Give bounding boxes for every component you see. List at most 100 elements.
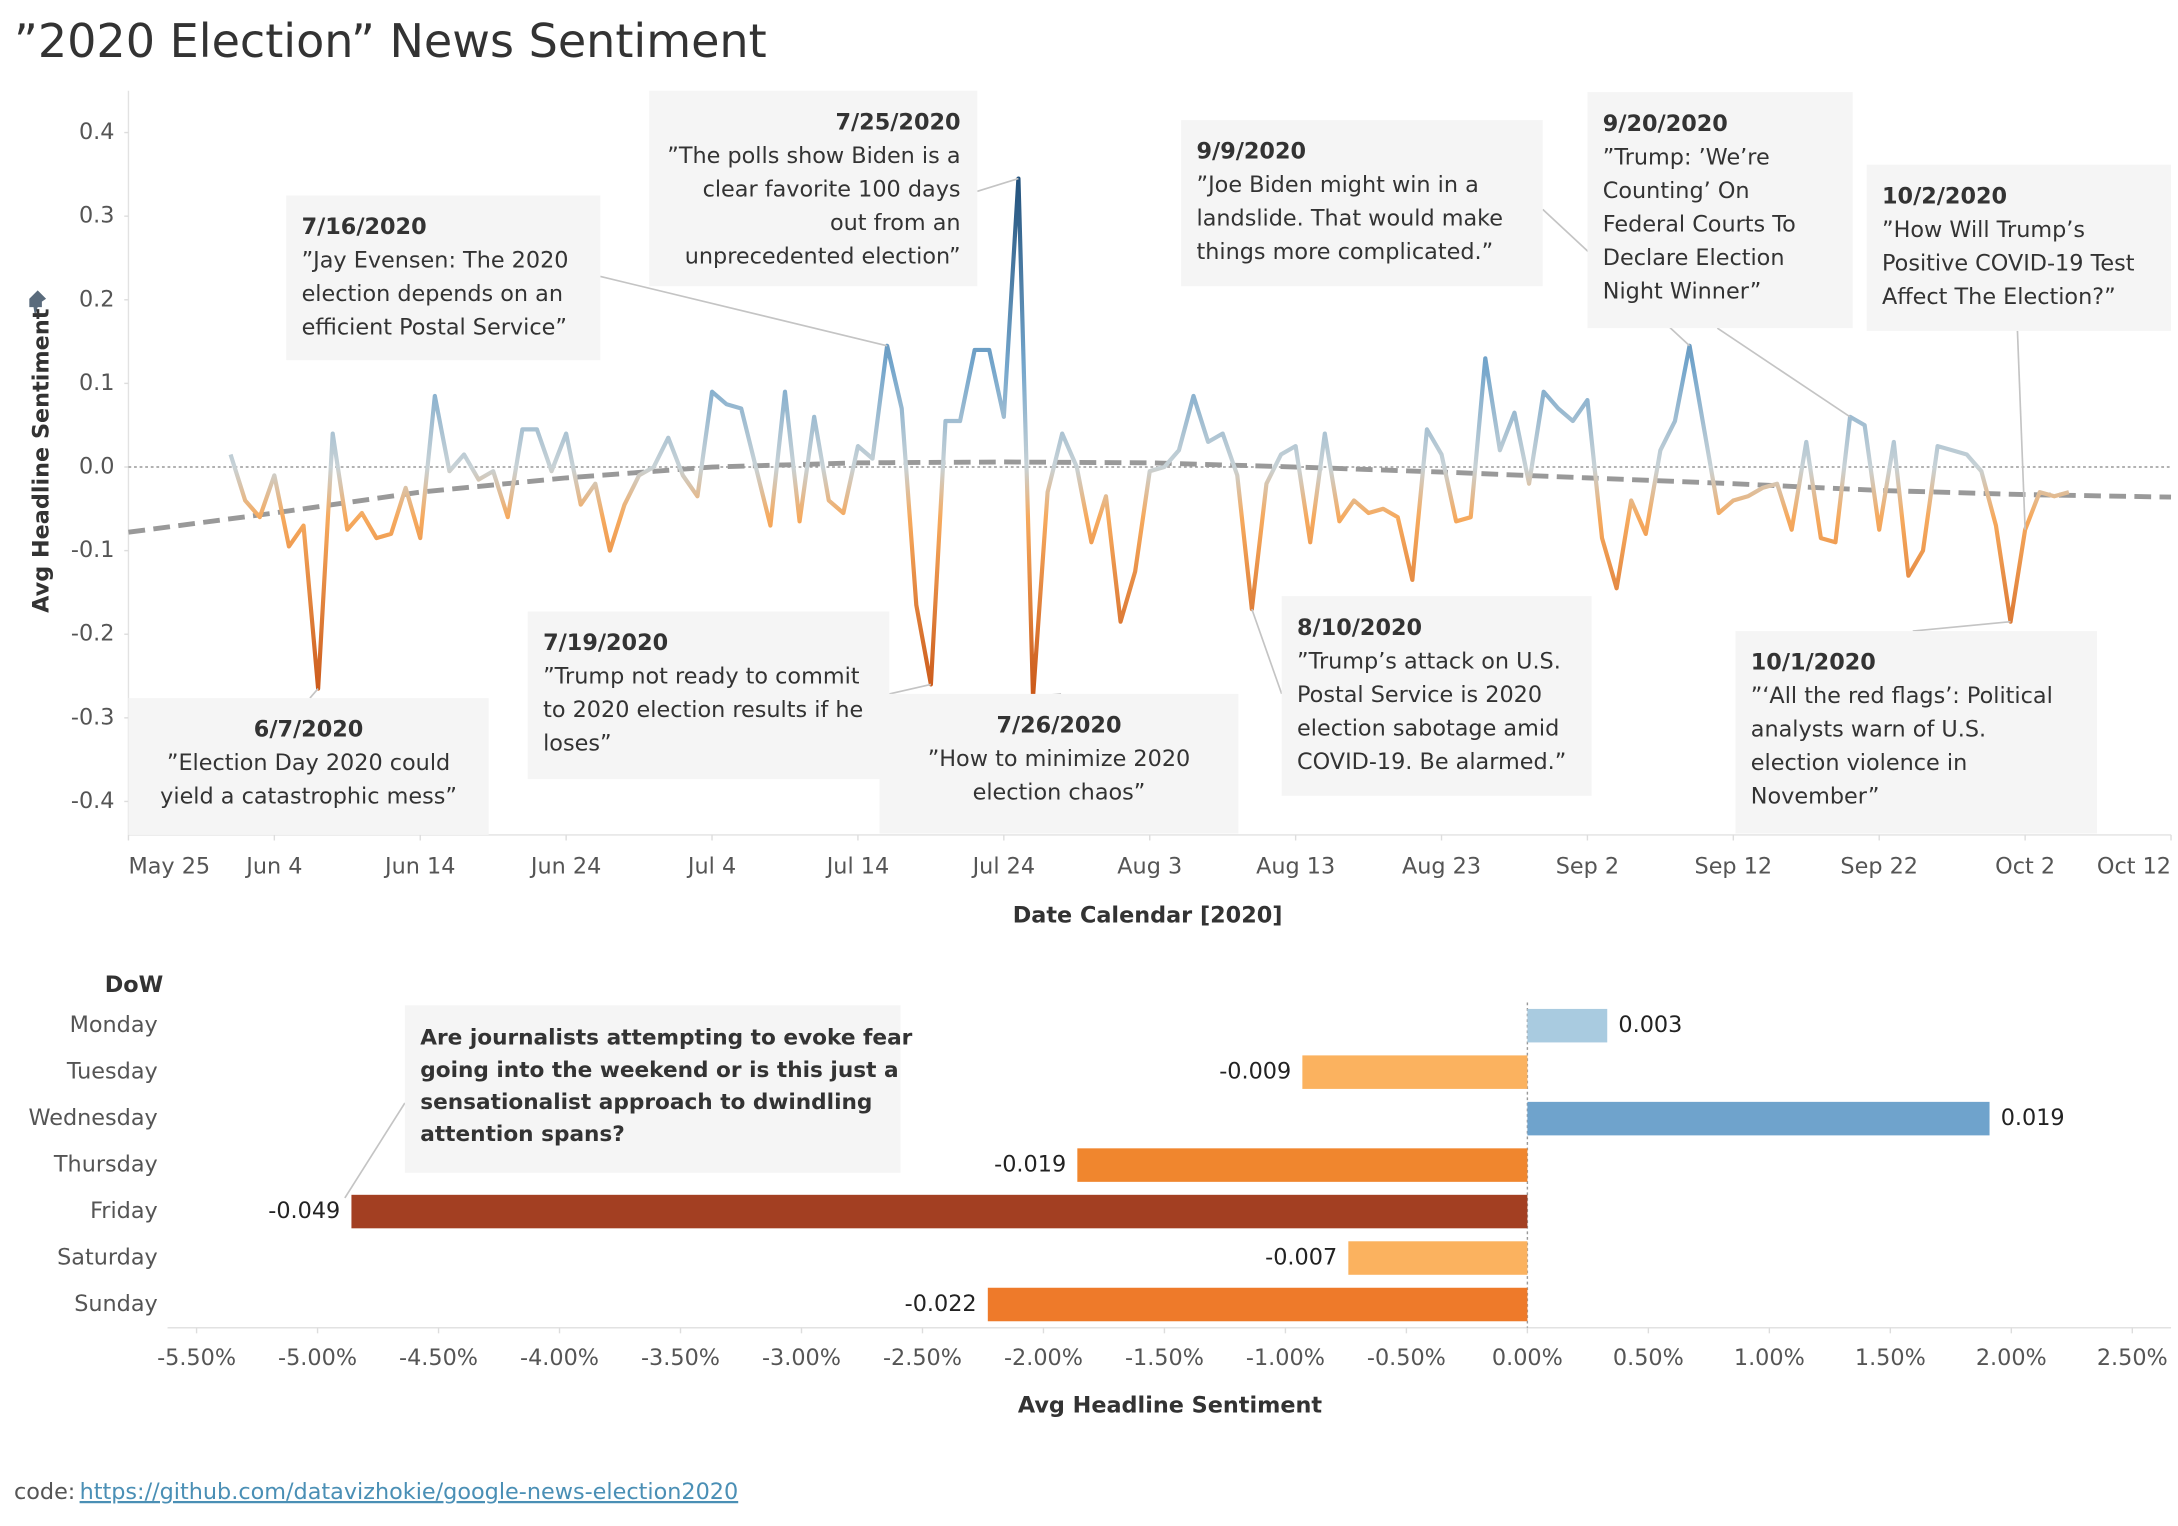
bar [987, 1287, 1528, 1322]
x-tick-label: Jun 4 [244, 854, 302, 880]
x-tick-label: Aug 13 [1256, 854, 1335, 880]
annotation-text: election depends on an [302, 281, 563, 307]
annotation-box [879, 693, 1239, 834]
annotation-text: election chaos” [973, 780, 1146, 806]
annotation-connector [309, 688, 319, 699]
x-tick-label: -2.50% [883, 1345, 962, 1371]
annotation-text: ”How Will Trump’s [1882, 217, 2085, 243]
value-label: -0.019 [994, 1152, 1066, 1178]
footer-link[interactable]: https://github.com/datavizhokie/google-n… [80, 1479, 739, 1505]
annotation-connector [2016, 330, 2026, 530]
y-tick-label: 0.1 [79, 370, 115, 396]
category-label: Sunday [74, 1291, 158, 1317]
annotation-date: 7/19/2020 [543, 630, 668, 656]
annotation-connector [1251, 608, 1283, 695]
y-tick-label: -0.2 [71, 621, 115, 647]
annotation-box [1587, 92, 1853, 329]
annotation-text: election violence in [1751, 750, 1967, 776]
y-tick-label: -0.3 [71, 704, 115, 730]
annotation-date: 10/1/2020 [1751, 650, 1876, 676]
bar [1527, 1101, 1990, 1136]
annotation-date: 7/25/2020 [835, 109, 960, 135]
annotation-text: attention spans? [420, 1122, 625, 1147]
x-tick-label: -5.50% [157, 1345, 236, 1371]
x-tick-label: Aug 23 [1402, 854, 1481, 880]
annotation-text: Are journalists attempting to evoke fear [420, 1026, 912, 1051]
annotation-text: Federal Courts To [1603, 211, 1796, 237]
annotation-text: November” [1751, 784, 1880, 810]
value-label: 0.019 [2001, 1105, 2065, 1131]
annotation-date: 10/2/2020 [1882, 183, 2007, 209]
y-tick-label: -0.4 [71, 788, 115, 814]
annotation-connector [600, 275, 888, 347]
annotation-text: out from an [830, 210, 961, 236]
x-tick-label: Jul 4 [686, 854, 736, 880]
annotation-box [404, 1005, 901, 1173]
annotation-text: landslide. That would make [1197, 206, 1504, 232]
x-tick-label: -4.00% [520, 1345, 599, 1371]
annotation-connector [889, 683, 932, 695]
annotation-date: 8/10/2020 [1297, 615, 1422, 641]
category-label: Wednesday [28, 1105, 157, 1131]
y-tick-label: 0.0 [79, 454, 115, 480]
x-tick-label: Jun 14 [383, 854, 455, 880]
annotation-text: going into the weekend or is this just a [420, 1058, 898, 1083]
category-header: DoW [105, 972, 164, 998]
x-tick-label: Oct 2 [1995, 854, 2055, 880]
y-axis-title: Avg Headline Sentiment [28, 308, 54, 613]
annotation-text: election sabotage amid [1297, 715, 1559, 741]
annotation-text: Night Winner” [1603, 278, 1762, 304]
value-label: -0.049 [268, 1198, 340, 1224]
x-tick-label: Oct 12 [2097, 854, 2171, 880]
annotation-text: COVID-19. Be alarmed.” [1297, 749, 1566, 775]
annotation-date: 7/16/2020 [302, 214, 427, 240]
annotation-text: ”Jay Evensen: The 2020 [302, 248, 569, 274]
annotation-text: sensationalist approach to dwindling [420, 1090, 872, 1115]
annotation-text: Postal Service is 2020 [1297, 682, 1542, 708]
annotation-date: 6/7/2020 [254, 717, 364, 743]
bar [351, 1194, 1528, 1229]
x-tick-label: -3.50% [641, 1345, 720, 1371]
bar [1077, 1148, 1528, 1182]
annotation-text: ”How to minimize 2020 [928, 746, 1191, 772]
category-label: Monday [70, 1012, 158, 1038]
footer-label: code: [14, 1479, 75, 1505]
annotation-text: things more complicated.” [1197, 239, 1494, 265]
category-label: Thursday [53, 1152, 158, 1178]
category-label: Tuesday [66, 1059, 158, 1085]
bar [1527, 1008, 1608, 1043]
annotation-box [649, 90, 978, 287]
x-tick-label: -1.00% [1246, 1345, 1325, 1371]
annotation-box [527, 611, 890, 780]
x-tick-label: Sep 2 [1556, 854, 1619, 880]
x-tick-label: Jul 24 [971, 854, 1035, 880]
annotation-text: loses” [543, 731, 611, 757]
value-label: -0.022 [905, 1291, 977, 1317]
value-label: -0.007 [1265, 1245, 1337, 1271]
bar [1348, 1241, 1528, 1275]
annotation-box [1281, 596, 1592, 796]
annotation-text: Positive COVID-19 Test [1882, 250, 2135, 276]
x-tick-label: May 25 [128, 854, 210, 880]
x-tick-label: 2.00% [1976, 1345, 2047, 1371]
category-label: Saturday [57, 1245, 158, 1271]
pin-icon [29, 290, 47, 316]
annotation-text: ”Trump’s attack on U.S. [1297, 648, 1561, 674]
x-tick-label: Jul 14 [825, 854, 889, 880]
x-tick-label: 0.50% [1613, 1345, 1684, 1371]
annotation-text: unprecedented election” [685, 243, 961, 269]
annotation-box [128, 698, 489, 835]
x-tick-label: 2.50% [2097, 1345, 2168, 1371]
x-axis-title: Date Calendar [2020] [1013, 902, 1283, 928]
annotation-text: yield a catastrophic mess” [160, 784, 457, 810]
annotation-text: ”Trump not ready to commit [543, 664, 860, 690]
annotation-connector [977, 177, 1019, 193]
annotation-connector [344, 1102, 406, 1199]
x-tick-label: 0.00% [1492, 1345, 1563, 1371]
x-tick-label: -4.50% [399, 1345, 478, 1371]
annotation-connector [1912, 620, 2011, 632]
x-tick-label: Sep 12 [1695, 854, 1773, 880]
x-tick-label: Sep 22 [1840, 854, 1918, 880]
